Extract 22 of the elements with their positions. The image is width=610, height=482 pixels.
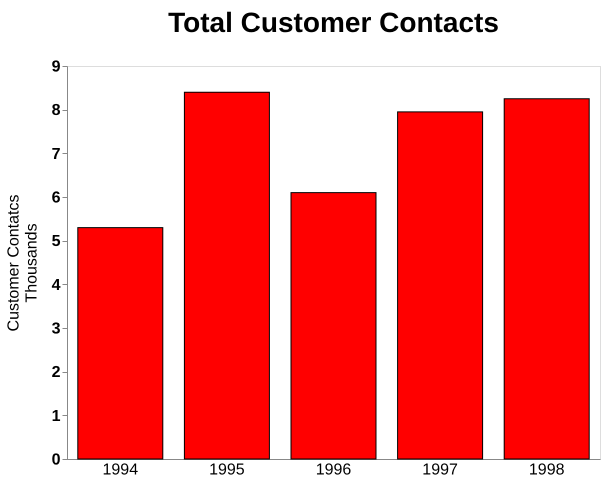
y-tick-label: 5 xyxy=(52,233,61,250)
bar xyxy=(397,111,484,460)
y-tick-label: 2 xyxy=(52,364,61,382)
x-tick-label: 1995 xyxy=(209,462,245,478)
y-tick-label: 1 xyxy=(52,408,61,425)
x-tick-label: 1997 xyxy=(422,462,458,478)
x-tick-label: 1996 xyxy=(316,462,352,478)
x-tick-label: 1998 xyxy=(528,462,565,478)
bar xyxy=(504,98,590,460)
y-tick-label: 9 xyxy=(52,58,61,76)
bar xyxy=(184,92,270,460)
y-tick-label: 3 xyxy=(52,320,61,338)
chart-title: Total Customer Contacts xyxy=(168,7,499,38)
bar xyxy=(290,192,376,460)
x-tick-label: 1994 xyxy=(102,462,138,478)
y-tick-label: 4 xyxy=(52,276,61,294)
y-tick-label: 8 xyxy=(52,102,61,120)
y-tick-label: 7 xyxy=(52,146,61,163)
y-axis-title: Customer Contatcs Thousands xyxy=(6,194,41,332)
y-tick-label: 6 xyxy=(52,190,61,206)
bar xyxy=(77,227,164,460)
y-tick-label: 0 xyxy=(52,452,61,468)
